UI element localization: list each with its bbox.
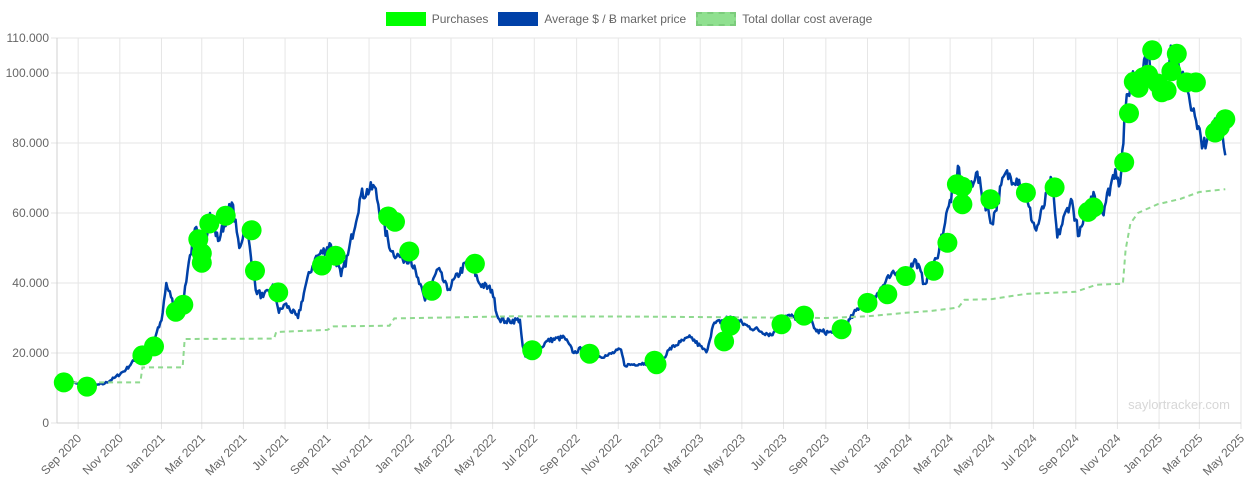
series-line-avg-price (62, 43, 1227, 389)
gridlines (51, 37, 1242, 429)
x-tick-label: Sep 2022 (537, 431, 583, 477)
purchase-point (1142, 40, 1163, 61)
x-tick-label: Jan 2023 (621, 431, 666, 476)
legend-swatch-tdca (696, 12, 737, 26)
purchase-point (1015, 182, 1036, 203)
purchase-point (77, 376, 97, 397)
x-tick-label: May 2024 (951, 431, 998, 478)
purchase-point (144, 336, 164, 357)
y-tick-label: 20.000 (12, 346, 49, 360)
purchase-point (421, 280, 442, 301)
x-tick-label: Nov 2021 (329, 431, 375, 477)
purchase-point (173, 294, 194, 315)
x-tick-label: Jan 2022 (372, 431, 417, 476)
x-tick-label: Jul 2021 (249, 431, 291, 473)
x-tick-label: Mar 2023 (661, 431, 707, 477)
purchase-point (923, 260, 944, 281)
x-tick-label: Jul 2024 (998, 431, 1040, 473)
x-tick-label: Sep 2023 (786, 431, 832, 477)
purchase-points (53, 40, 1236, 397)
purchase-point (241, 220, 262, 241)
purchase-point (1215, 109, 1236, 130)
watermark: saylortracker.com (1128, 397, 1230, 412)
x-tick-label: Mar 2021 (162, 431, 208, 477)
x-tick-label: Mar 2022 (411, 431, 457, 477)
purchase-point (325, 245, 346, 266)
x-tick-label: May 2021 (202, 431, 249, 478)
x-tick-label: May 2025 (1200, 431, 1247, 478)
purchase-point (720, 315, 741, 336)
x-tick-label: Nov 2023 (827, 431, 873, 477)
y-tick-label: 100.000 (6, 66, 50, 80)
x-tick-label: Mar 2024 (910, 431, 956, 477)
purchase-point (1185, 72, 1206, 93)
purchase-point (245, 260, 265, 281)
x-tick-label: Nov 2020 (80, 431, 126, 477)
legend-label-purchases: Purchases (431, 12, 489, 26)
purchase-point (1119, 103, 1139, 124)
legend-swatch-purchases (385, 12, 426, 26)
x-tick-label: Jan 2025 (1120, 431, 1165, 476)
x-tick-label: May 2022 (452, 431, 499, 478)
purchase-point (952, 194, 973, 215)
purchase-point (464, 253, 485, 274)
purchase-point (877, 284, 898, 305)
purchase-point (522, 340, 543, 361)
series-line-tdca (63, 188, 1226, 384)
purchase-point (385, 211, 405, 232)
legend-label-tdca: Total dollar cost average (742, 12, 873, 26)
x-tick-label: May 2023 (701, 431, 748, 478)
purchase-point (579, 343, 600, 364)
purchase-point (895, 266, 916, 286)
series-lines (62, 43, 1227, 389)
chart-legend: Purchases Average $ / Ƀ market price Tot… (0, 12, 1258, 26)
x-tick-label: Nov 2024 (1077, 431, 1123, 477)
purchase-point (1166, 43, 1187, 64)
y-tick-label: 0 (42, 416, 49, 430)
x-tick-label: Nov 2022 (578, 431, 624, 477)
purchase-point (952, 176, 973, 197)
purchase-point (215, 205, 236, 226)
purchase-point (199, 213, 220, 234)
purchase-point (1161, 61, 1182, 82)
y-tick-label: 110.000 (7, 31, 50, 45)
purchase-point (399, 241, 420, 262)
purchase-point (771, 314, 792, 335)
purchase-point (794, 305, 814, 326)
purchase-point (1156, 80, 1177, 101)
y-tick-label: 80.000 (12, 136, 49, 150)
x-tick-label: Jul 2023 (748, 431, 790, 473)
x-tick-label: Sep 2020 (38, 431, 84, 477)
purchase-point (268, 282, 289, 303)
y-tick-label: 40.000 (12, 276, 49, 290)
x-tick-label: Sep 2021 (287, 431, 333, 477)
legend-item-avg-price[interactable]: Average $ / Ƀ market price (498, 12, 686, 26)
x-tick-label: Jul 2022 (498, 431, 540, 473)
purchase-point (857, 292, 878, 313)
purchase-point (191, 252, 212, 273)
purchase-point (831, 319, 852, 340)
purchase-point (1083, 197, 1104, 218)
y-axis: 0 20.000 40.000 60.000 80.000 100.000 110.000 (6, 31, 50, 430)
purchase-point (646, 354, 667, 375)
purchase-point (980, 189, 1001, 210)
legend-swatch-avg-price (498, 12, 539, 26)
purchase-point (714, 331, 735, 352)
x-tick-label: Jan 2021 (123, 431, 168, 476)
purchase-point (1044, 177, 1065, 198)
x-tick-label: Mar 2025 (1160, 431, 1206, 477)
legend-item-tdca[interactable]: Total dollar cost average (696, 12, 872, 26)
purchase-point (937, 232, 958, 253)
legend-label-avg-price: Average $ / Ƀ market price (544, 12, 687, 26)
x-tick-label: Jan 2024 (870, 431, 915, 476)
purchase-point (1114, 152, 1135, 173)
y-tick-label: 60.000 (12, 206, 49, 220)
legend-item-purchases[interactable]: Purchases (385, 12, 489, 26)
x-tick-label: Sep 2024 (1036, 431, 1082, 477)
purchase-point (53, 372, 74, 393)
